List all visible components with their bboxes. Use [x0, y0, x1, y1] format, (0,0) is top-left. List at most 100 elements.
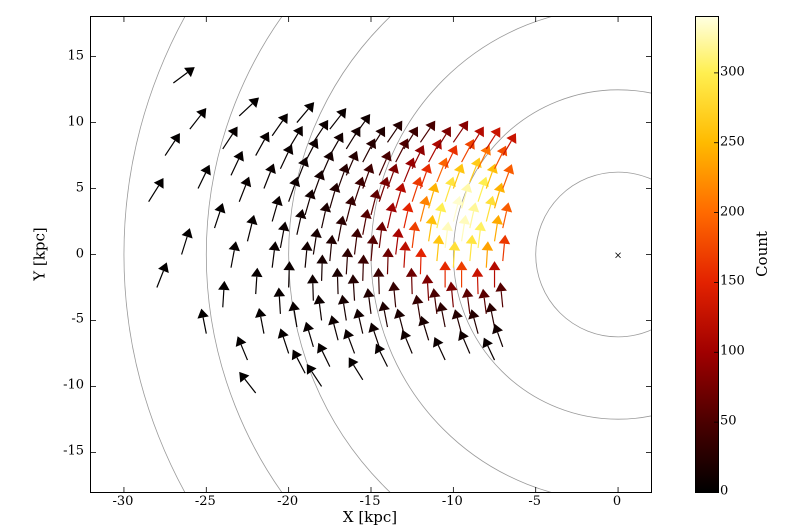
- vector-arrow-head: [492, 215, 503, 225]
- vector-arrow-head: [228, 127, 238, 138]
- colorbar-tick-label: 0: [720, 484, 728, 499]
- vector-arrow-head: [283, 261, 295, 270]
- vector-arrow: [322, 159, 329, 175]
- vector-arrow-head: [426, 215, 437, 225]
- vector-arrow: [462, 224, 465, 241]
- vector-arrow-head: [336, 216, 347, 226]
- vector-arrow-head: [376, 222, 387, 232]
- vector-arrow-head: [184, 67, 195, 77]
- vector-arrow: [437, 244, 439, 261]
- vector-arrow: [470, 244, 472, 261]
- vector-arrow: [313, 283, 314, 300]
- vector-arrow: [503, 211, 507, 228]
- vector-arrow: [491, 312, 494, 328]
- vector-arrow-head: [218, 281, 230, 290]
- vector-arrow: [338, 277, 339, 294]
- vector-arrow-head: [472, 268, 484, 277]
- vector-arrow: [198, 173, 206, 189]
- vector-arrow: [330, 115, 341, 129]
- vector-arrow-head: [274, 287, 286, 296]
- vector-arrow: [346, 257, 347, 274]
- vector-arrow-head: [278, 113, 288, 124]
- vector-arrow: [346, 205, 350, 222]
- vector-arrow-head: [351, 228, 362, 238]
- y-tick-label: 10: [67, 114, 84, 129]
- vector-arrow-head: [474, 127, 484, 138]
- vector-arrow: [305, 198, 310, 215]
- vector-arrow: [203, 317, 206, 333]
- vector-arrow-head: [456, 261, 468, 270]
- guide-circle: [289, 17, 651, 492]
- vector-arrow: [396, 237, 398, 254]
- vector-arrow: [488, 346, 495, 360]
- vector-arrow: [462, 147, 470, 162]
- vector-arrow-head: [363, 288, 374, 298]
- vector-arrow-head: [229, 241, 240, 251]
- vector-arrow: [279, 297, 280, 314]
- colorbar: [695, 16, 719, 493]
- colorbar-tick-label: 250: [720, 134, 745, 149]
- vector-arrow-head: [386, 202, 397, 212]
- vector-arrow-head: [342, 248, 354, 257]
- vector-arrow: [379, 231, 381, 248]
- vector-arrow-head: [506, 133, 516, 144]
- vector-arrow: [437, 166, 443, 182]
- vector-arrow-head: [246, 215, 257, 225]
- x-tick-label: -15: [360, 494, 381, 509]
- colorbar-gradient: [696, 17, 718, 492]
- vector-arrow: [346, 134, 355, 149]
- vector-arrow: [404, 211, 408, 228]
- x-tick-label: 0: [613, 494, 621, 509]
- y-axis-label: Y [kpc]: [30, 16, 50, 491]
- vector-arrow: [396, 146, 404, 162]
- guide-circle: [371, 17, 651, 492]
- y-tick-label: 0: [76, 246, 84, 261]
- vector-arrow: [330, 140, 339, 155]
- vector-arrow: [297, 358, 305, 374]
- vector-arrow: [420, 205, 424, 222]
- x-tick-label: -20: [277, 494, 298, 509]
- vector-arrow: [272, 204, 277, 221]
- y-tick-label: 15: [67, 48, 84, 63]
- vector-arrow-head: [478, 289, 489, 299]
- vector-arrow-head: [382, 248, 394, 257]
- vector-arrow: [452, 291, 454, 308]
- vector-arrow: [309, 330, 314, 346]
- vector-arrow: [412, 231, 414, 248]
- vector-arrow-head: [409, 222, 420, 232]
- vector-arrow-head: [501, 202, 512, 212]
- vector-arrow-head: [251, 268, 263, 277]
- vector-arrow-head: [255, 308, 266, 318]
- vector-arrow: [396, 191, 401, 208]
- vector-arrow: [245, 379, 256, 393]
- vector-arrow: [231, 250, 234, 267]
- vector-arrow-head: [491, 127, 501, 138]
- x-tick-label: -30: [112, 494, 133, 509]
- vector-arrow: [394, 291, 396, 308]
- vector-arrow: [256, 277, 257, 294]
- vector-arrow-head: [353, 309, 364, 319]
- vector-arrow-head: [388, 282, 399, 292]
- vector-arrow-head: [336, 108, 346, 119]
- colorbar-tick-label: 50: [720, 414, 737, 429]
- vector-arrow: [418, 304, 421, 321]
- vector-arrow: [474, 318, 478, 334]
- vector-arrow: [404, 250, 405, 267]
- vector-arrow-head: [310, 228, 321, 238]
- vector-arrow-head: [435, 202, 446, 212]
- vector-arrow: [478, 231, 480, 248]
- vector-arrow-head: [452, 196, 463, 206]
- vector-arrow: [223, 134, 233, 149]
- vector-arrow: [334, 324, 338, 340]
- vector-arrow: [424, 325, 429, 341]
- vector-arrow-head: [197, 309, 208, 319]
- vector-arrow: [173, 73, 187, 83]
- vector-arrow: [429, 147, 437, 162]
- vector-arrow: [241, 345, 247, 360]
- vector-arrow: [442, 311, 445, 327]
- vector-arrow-head: [320, 202, 331, 212]
- vector-arrow: [429, 191, 434, 208]
- y-tick-label: 5: [76, 180, 84, 195]
- vector-arrow-head: [316, 255, 328, 264]
- vector-arrow: [264, 172, 271, 189]
